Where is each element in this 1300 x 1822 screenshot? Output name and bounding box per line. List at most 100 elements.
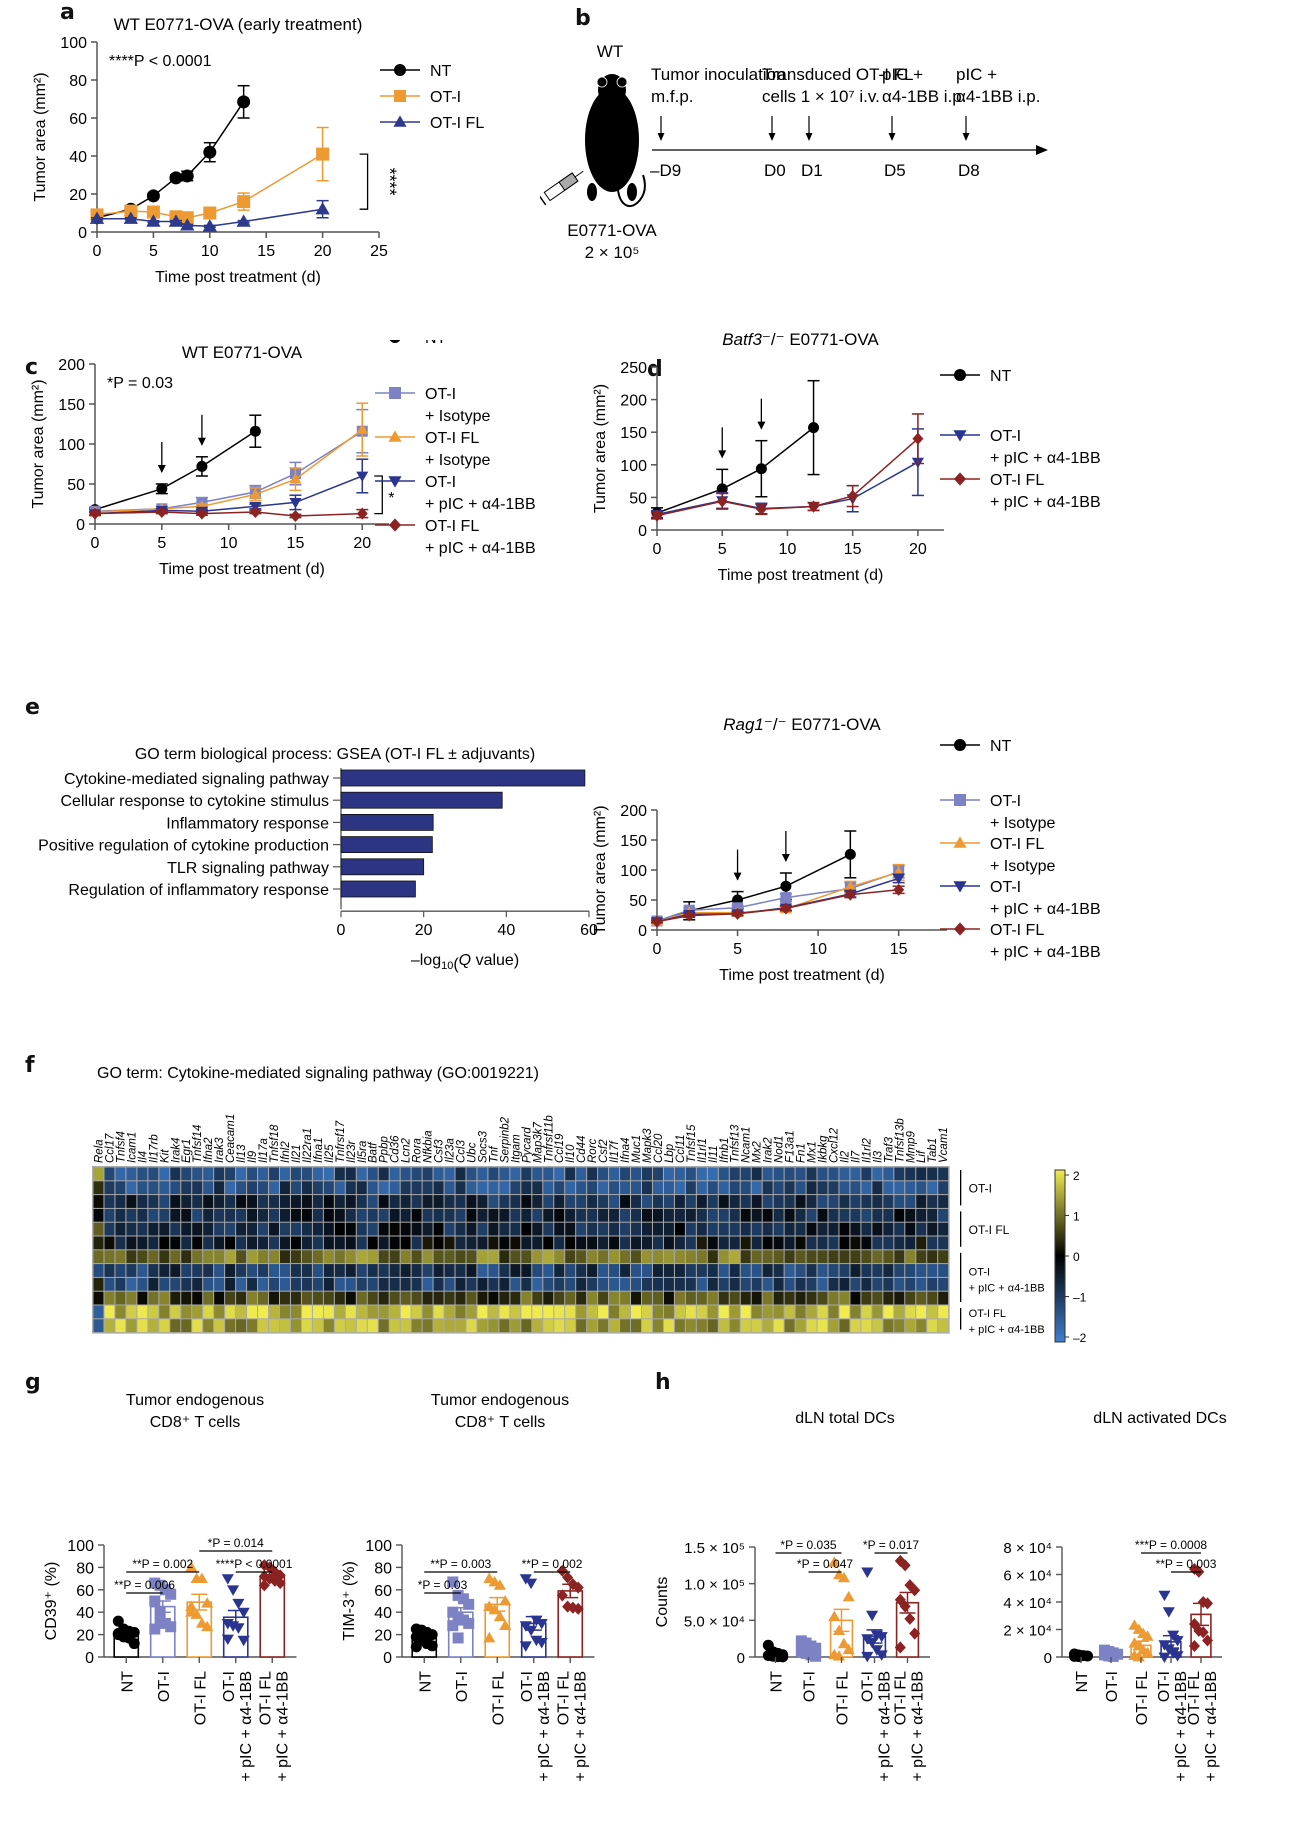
heatmap-cell bbox=[104, 1277, 115, 1291]
heatmap-cell bbox=[828, 1222, 839, 1236]
heatmap-cell bbox=[203, 1195, 214, 1208]
heatmap-cell bbox=[850, 1250, 861, 1264]
heatmap-cell bbox=[367, 1319, 378, 1333]
heatmap-cell bbox=[323, 1195, 334, 1208]
heatmap-cell bbox=[247, 1208, 258, 1222]
heatmap-cell bbox=[181, 1195, 192, 1208]
data-point bbox=[732, 907, 744, 920]
heatmap-cell bbox=[499, 1181, 510, 1195]
data-point bbox=[844, 888, 856, 901]
heatmap-cell bbox=[225, 1319, 236, 1333]
x-tick-label: 60 bbox=[580, 922, 598, 939]
heatmap-cell bbox=[290, 1195, 301, 1208]
legend-label: OT-I bbox=[425, 474, 456, 491]
significance-stars: * bbox=[388, 490, 394, 507]
data-point bbox=[202, 219, 217, 232]
heatmap-cell bbox=[587, 1208, 598, 1222]
heatmap-cell bbox=[883, 1319, 894, 1333]
heatmap-cell bbox=[674, 1305, 685, 1319]
heatmap-cell bbox=[236, 1195, 247, 1208]
gene-label: Il17a bbox=[258, 1138, 270, 1163]
data-point bbox=[185, 1561, 198, 1572]
gene-label: Ccl17 bbox=[104, 1133, 116, 1163]
gene-label: Tnfsf14 bbox=[192, 1125, 204, 1163]
heatmap-cell bbox=[598, 1181, 609, 1195]
heatmap-cell bbox=[203, 1181, 214, 1195]
heatmap-cell bbox=[247, 1277, 258, 1291]
heatmap-cell bbox=[225, 1277, 236, 1291]
heatmap-cell bbox=[214, 1250, 225, 1264]
heatmap-cell bbox=[839, 1236, 850, 1250]
heatmap-cell bbox=[631, 1277, 641, 1291]
heatmap-cell bbox=[137, 1195, 148, 1208]
heatmap-cell bbox=[685, 1277, 696, 1291]
heatmap-cell bbox=[115, 1181, 126, 1195]
heatmap-cell bbox=[817, 1222, 828, 1236]
data-point bbox=[221, 1634, 234, 1646]
event-label: m.f.p. bbox=[651, 87, 694, 106]
heatmap-cell bbox=[499, 1264, 510, 1277]
heatmap-cell bbox=[532, 1208, 543, 1222]
series-ot-i bbox=[90, 126, 330, 225]
category-label: Regulation of inflammatory response bbox=[68, 882, 329, 899]
legend-item: NT bbox=[940, 738, 1012, 755]
heatmap-cell bbox=[762, 1181, 773, 1195]
heatmap-cell bbox=[422, 1181, 433, 1195]
group-0 bbox=[410, 1623, 438, 1658]
syringe-plunger bbox=[540, 194, 547, 206]
heatmap-cell bbox=[192, 1195, 203, 1208]
heatmap-cell bbox=[367, 1181, 378, 1195]
data-point bbox=[426, 1640, 438, 1652]
heatmap-cell bbox=[773, 1195, 784, 1208]
heatmap-cell bbox=[773, 1277, 784, 1291]
y-tick-label: 200 bbox=[620, 393, 647, 410]
heatmap-cell bbox=[576, 1319, 587, 1333]
heatmap-cell bbox=[576, 1208, 587, 1222]
heatmap-cell bbox=[433, 1181, 444, 1195]
heatmap-cell bbox=[861, 1305, 872, 1319]
heatmap-cell bbox=[170, 1264, 181, 1277]
heatmap-cell bbox=[861, 1264, 872, 1277]
chart-title: dLN total DCs bbox=[795, 1410, 895, 1427]
data-point bbox=[457, 1593, 469, 1605]
timeline-arrowhead bbox=[1036, 145, 1048, 155]
heatmap-cell bbox=[334, 1181, 345, 1195]
heatmap-cell bbox=[883, 1305, 894, 1319]
heatmap-cell bbox=[587, 1195, 598, 1208]
heatmap-cell bbox=[488, 1195, 499, 1208]
heatmap-cell bbox=[312, 1319, 323, 1333]
heatmap-cell bbox=[499, 1250, 510, 1264]
heatmap-cell bbox=[543, 1181, 554, 1195]
data-point bbox=[232, 1623, 245, 1634]
heatmap-cell bbox=[839, 1195, 850, 1208]
data-point bbox=[875, 1650, 888, 1661]
heatmap-cell bbox=[477, 1291, 488, 1305]
heatmap-cell bbox=[433, 1167, 444, 1181]
significance-bracket bbox=[374, 475, 383, 515]
heatmap-cell bbox=[137, 1236, 148, 1250]
heatmap-cell bbox=[839, 1291, 850, 1305]
heatmap-cell bbox=[905, 1319, 916, 1333]
heatmap-cell bbox=[784, 1250, 795, 1264]
data-point bbox=[128, 1638, 140, 1650]
heatmap-cell bbox=[269, 1181, 279, 1195]
heatmap-cell bbox=[214, 1264, 225, 1277]
heatmap-cell bbox=[718, 1167, 729, 1181]
heatmap-cell bbox=[916, 1277, 927, 1291]
heatmap-cell bbox=[170, 1236, 181, 1250]
group-3 bbox=[519, 1574, 548, 1658]
heatmap-cell bbox=[258, 1181, 269, 1195]
heatmap-cell bbox=[499, 1305, 510, 1319]
heatmap-cell bbox=[247, 1236, 258, 1250]
heatmap-cell bbox=[192, 1181, 203, 1195]
heatmap-cell bbox=[905, 1195, 916, 1208]
heatmap-cell bbox=[345, 1181, 356, 1195]
heatmap-cell bbox=[126, 1167, 137, 1181]
data-point bbox=[755, 463, 767, 475]
heatmap-cell bbox=[389, 1305, 400, 1319]
heatmap-cell bbox=[323, 1250, 334, 1264]
chart-title: Tumor endogenous bbox=[126, 1392, 264, 1409]
heatmap-cell bbox=[323, 1236, 334, 1250]
heatmap-cell bbox=[696, 1195, 707, 1208]
heatmap-cell bbox=[642, 1291, 652, 1305]
